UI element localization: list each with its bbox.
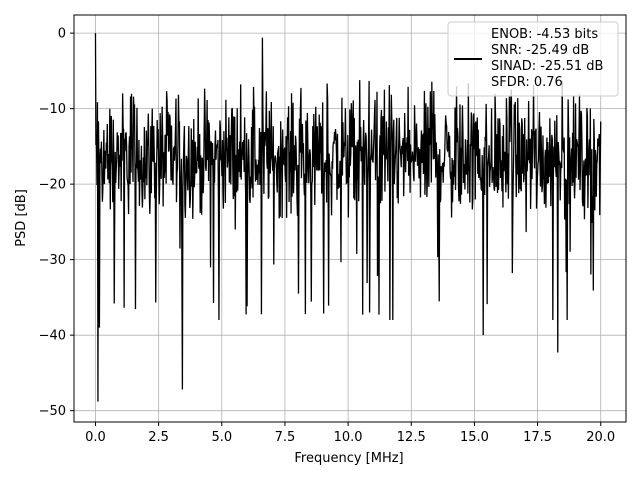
y-tick-label: −40 — [39, 329, 66, 344]
x-tick-label: 7.5 — [275, 430, 296, 445]
legend-entry-sfdr: SFDR: 0.76 — [491, 75, 563, 90]
y-tick-label: −30 — [39, 253, 66, 268]
x-tick-label: 10.0 — [334, 430, 363, 445]
x-axis-ticks: 0.0 2.5 5.0 7.5 10.0 12.5 15.0 17.5 20.0 — [85, 422, 615, 445]
x-tick-label: 20.0 — [586, 430, 615, 445]
y-tick-label: −10 — [39, 102, 66, 117]
legend-entry-snr: SNR: -25.49 dB — [491, 43, 589, 58]
x-axis-label: Frequency [MHz] — [294, 451, 403, 466]
psd-series-line — [94, 33, 602, 402]
legend: ENOB: -4.53 bits SNR: -25.49 dB SINAD: -… — [447, 21, 619, 97]
y-tick-label: −20 — [39, 178, 66, 193]
y-tick-label: −50 — [39, 404, 66, 419]
x-tick-label: 12.5 — [397, 430, 426, 445]
plot-area — [94, 33, 602, 402]
legend-box — [447, 21, 619, 97]
x-tick-label: 15.0 — [460, 430, 489, 445]
x-tick-label: 17.5 — [523, 430, 552, 445]
y-tick-label: 0 — [58, 27, 66, 42]
y-axis-label: PSD [dB] — [14, 189, 29, 247]
axes-frame — [73, 14, 627, 423]
legend-entry-sinad: SINAD: -25.51 dB — [491, 59, 603, 74]
x-tick-label: 2.5 — [148, 430, 169, 445]
y-axis-ticks: 0 −10 −20 −30 −40 −50 — [39, 27, 74, 419]
x-tick-label: 0.0 — [85, 430, 106, 445]
legend-entry-enob: ENOB: -4.53 bits — [491, 27, 598, 42]
x-tick-label: 5.0 — [211, 430, 232, 445]
